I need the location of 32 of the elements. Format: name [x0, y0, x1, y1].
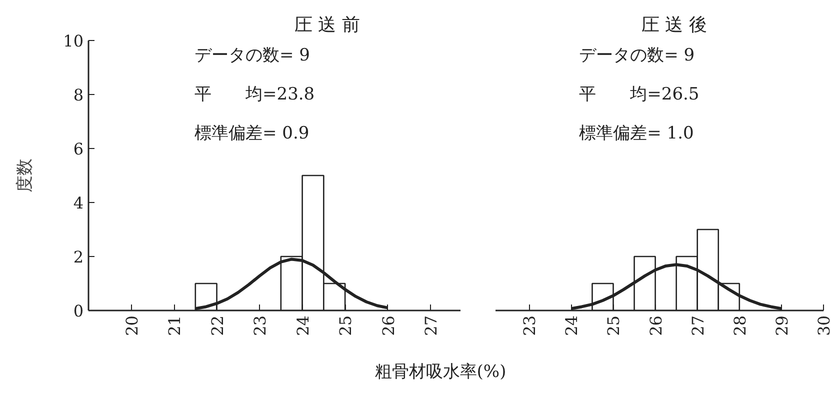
- y-tick-label: 10: [63, 32, 84, 50]
- x-tick-label: 21: [165, 316, 184, 336]
- x-tick-label: 23: [520, 316, 540, 336]
- x-tick-label: 25: [336, 316, 356, 336]
- x-tick-label: 24: [562, 316, 582, 336]
- x-tick-label: 27: [688, 316, 708, 336]
- x-tick-label: 29: [772, 316, 792, 336]
- x-tick-label: 23: [250, 316, 270, 336]
- annotation: 平 均=23.8: [194, 84, 315, 104]
- x-tick-label: 26: [646, 316, 666, 336]
- y-tick-label: 4: [73, 194, 84, 212]
- y-tick-label: 8: [73, 86, 84, 104]
- annotation: 標準偏差= 1.0: [579, 124, 694, 144]
- y-axis-title: 度数: [15, 158, 36, 192]
- annotation: データの数= 9: [194, 45, 310, 66]
- y-tick-label: 6: [73, 140, 84, 158]
- x-tick-label: 25: [604, 316, 624, 336]
- annotation: 平 均=26.5: [579, 84, 700, 104]
- x-tick-label: 28: [730, 316, 750, 336]
- chart-title: 圧 送 後: [642, 14, 707, 36]
- annotation: 標準偏差= 0.9: [194, 124, 310, 144]
- chart-title: 圧 送 前: [294, 14, 360, 36]
- x-tick-label: 22: [208, 316, 227, 336]
- x-tick-label: 27: [422, 316, 441, 336]
- y-tick-label: 0: [73, 302, 84, 320]
- x-axis-title: 粗骨材吸水率(%): [374, 361, 506, 384]
- annotation: データの数= 9: [579, 45, 695, 66]
- x-tick-label: 30: [814, 316, 831, 336]
- x-tick-label: 20: [122, 316, 142, 336]
- x-tick-label: 24: [293, 316, 312, 336]
- y-tick-label: 2: [73, 248, 84, 266]
- x-tick-label: 26: [378, 316, 398, 336]
